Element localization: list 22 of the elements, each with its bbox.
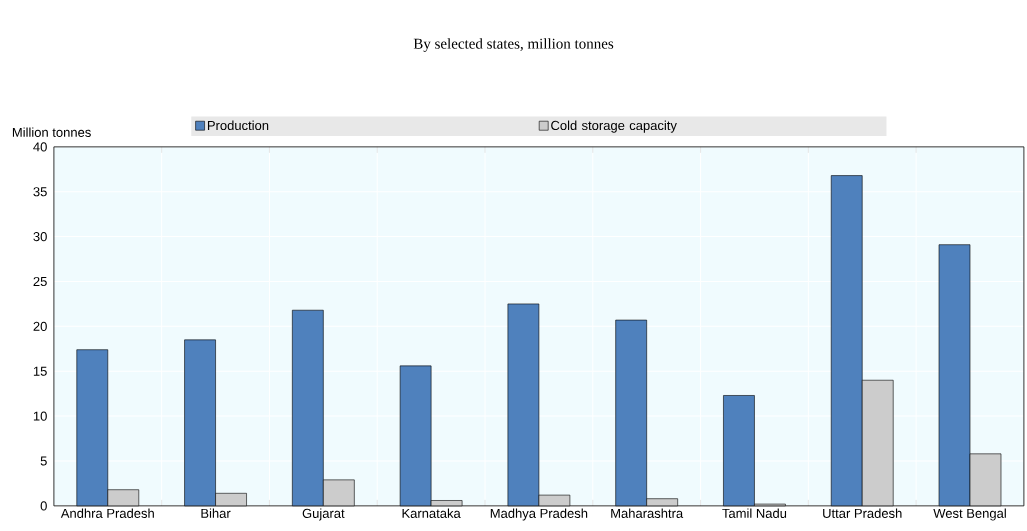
- y-tick-label: 25: [33, 276, 47, 287]
- y-axis-title: Million tonnes: [12, 127, 91, 137]
- x-tick-label: Bihar: [201, 508, 231, 518]
- x-tick-label: Maharashtra: [611, 508, 684, 518]
- y-tick-label: 0: [40, 501, 47, 511]
- y-tick-label: 30: [33, 232, 47, 242]
- x-tick-label: Karnataka: [402, 508, 461, 518]
- x-tick-label: Gujarat: [302, 508, 345, 521]
- chart-title: By selected states, million tonnes: [413, 38, 614, 52]
- y-tick-label: 10: [33, 411, 47, 421]
- y-tick-label: 15: [33, 366, 47, 376]
- y-tick-label: 40: [33, 142, 47, 152]
- x-tick-label: Madhya Pradesh: [490, 508, 588, 521]
- y-tick-label: 20: [33, 321, 47, 331]
- legend-label: Production: [207, 120, 269, 131]
- legend-label: Cold storage capacity: [551, 120, 677, 133]
- x-tick-label: West Bengal: [933, 508, 1006, 521]
- x-tick-label: Tamil Nadu: [722, 508, 787, 518]
- x-tick-label: Uttar Pradesh: [823, 508, 902, 518]
- x-tick-label: Andhra Pradesh: [60, 508, 154, 518]
- y-tick-label: 5: [40, 456, 47, 466]
- y-tick-label: 35: [33, 187, 47, 197]
